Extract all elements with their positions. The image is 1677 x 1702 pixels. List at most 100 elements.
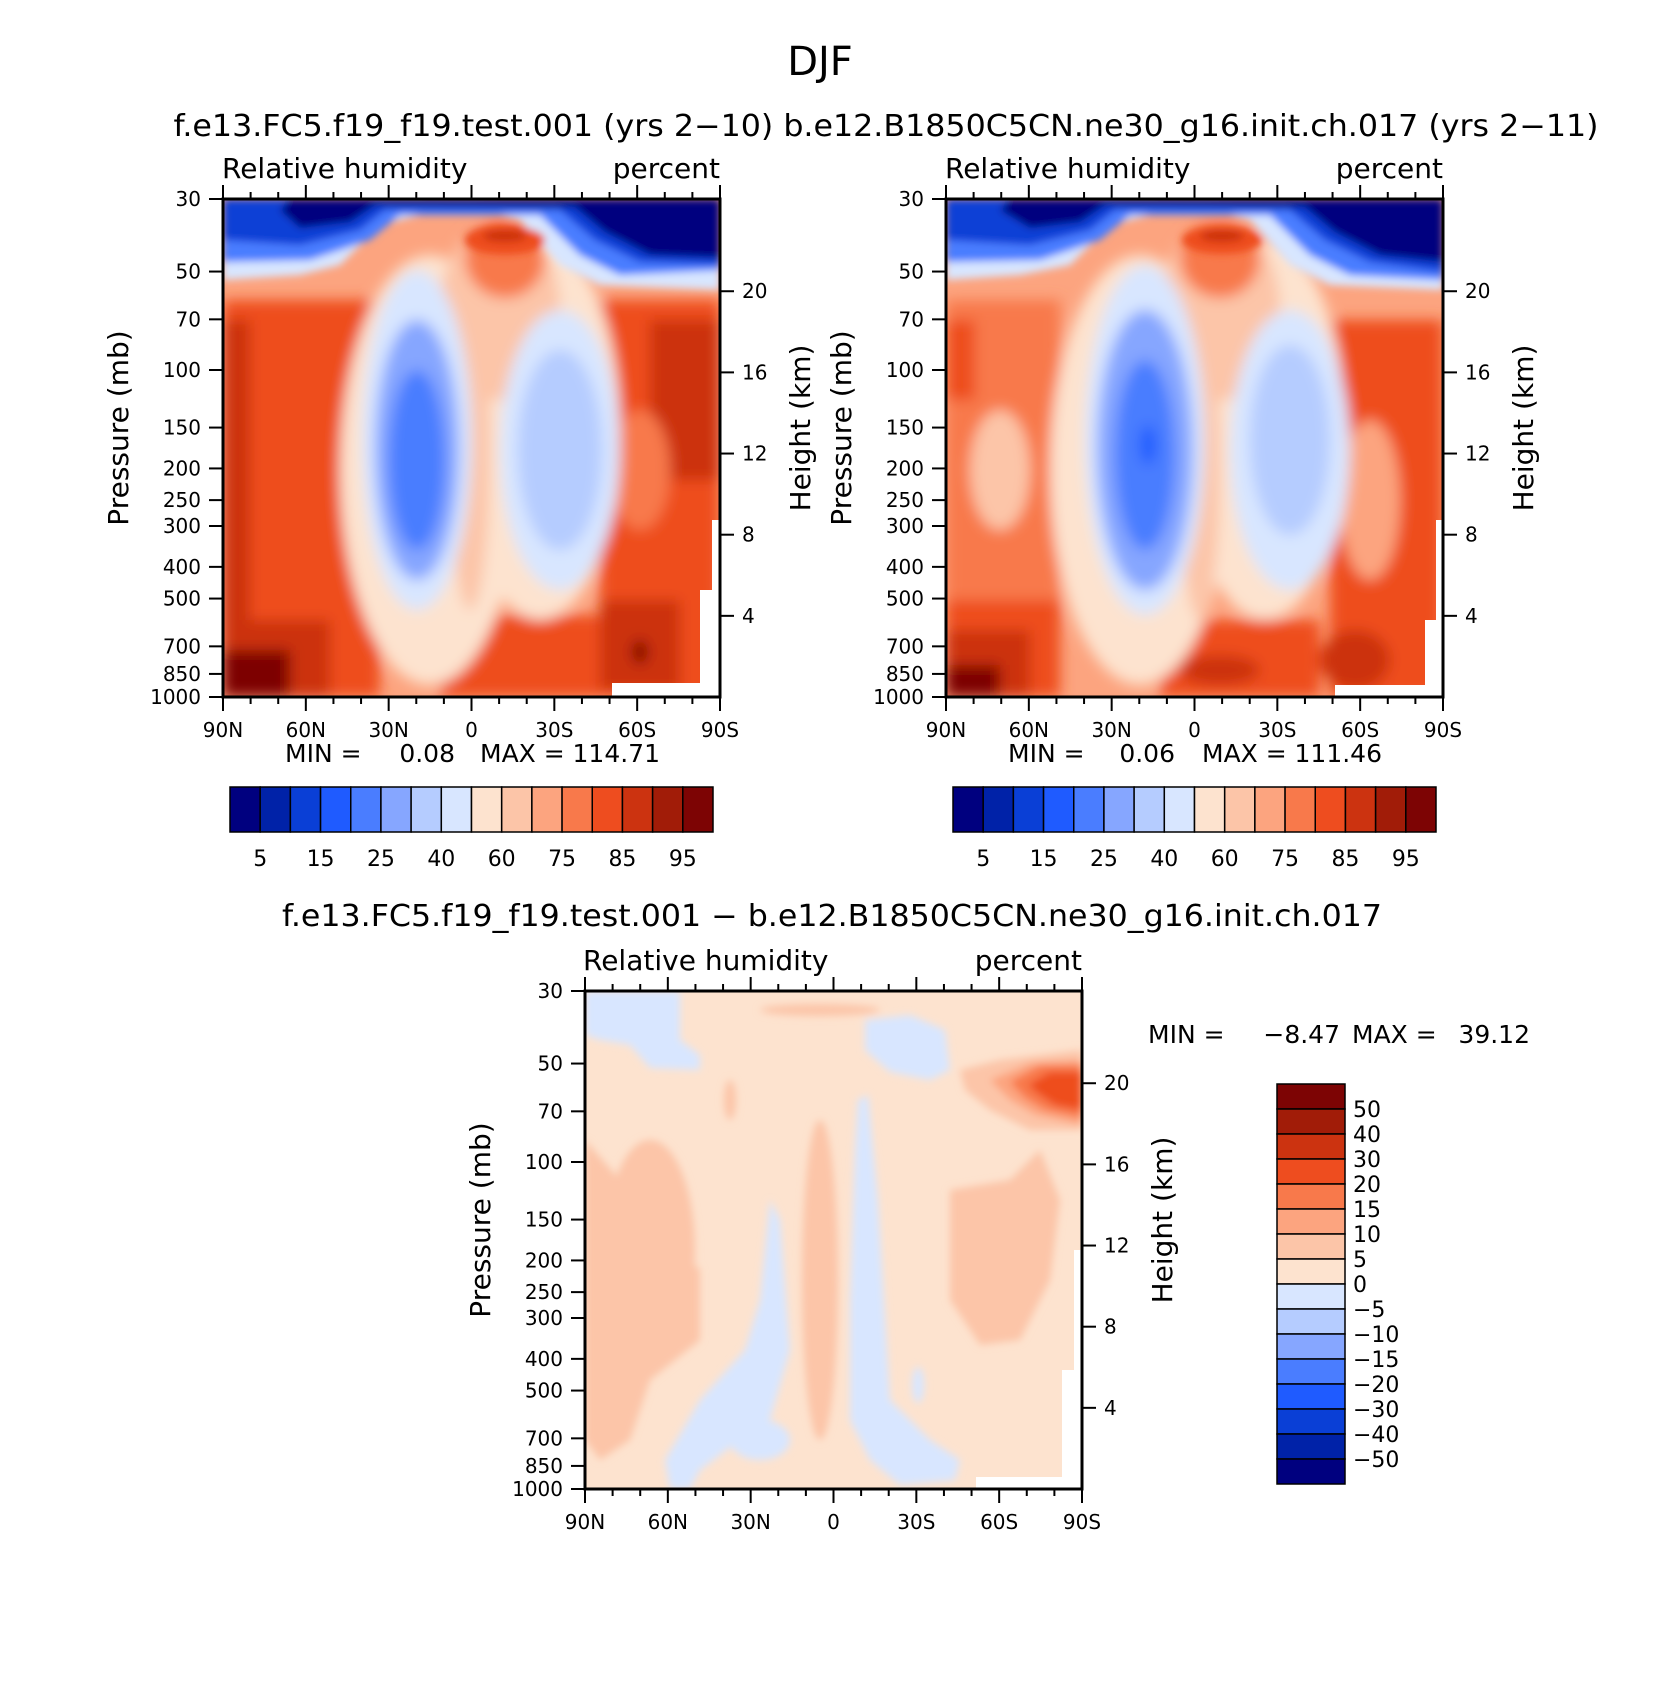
colorbar-box <box>1276 1208 1346 1235</box>
y-axis-title: Pressure (mb) <box>825 330 858 525</box>
x-tick-label: 60N <box>286 718 326 742</box>
min-value: −8.47 <box>1263 1020 1340 1049</box>
y-tick-label: 500 <box>525 1379 563 1403</box>
colorbar-label: 50 <box>1353 1098 1381 1123</box>
y2-tick-label: 4 <box>1104 1396 1117 1420</box>
x-tick-label: 90S <box>701 718 739 742</box>
colorbar-box <box>1276 1308 1346 1335</box>
x-tick-label: 90N <box>926 718 966 742</box>
y-tick-label: 30 <box>176 187 201 211</box>
max-label: MAX = <box>480 739 565 768</box>
y-tick-label: 50 <box>899 260 924 284</box>
panel-variable-label: Relative humidity <box>583 944 828 977</box>
x-tick-label: 60N <box>648 1510 688 1534</box>
colorbar-box <box>1276 1383 1346 1410</box>
colorbar-label: −10 <box>1353 1323 1399 1348</box>
colorbar-box <box>380 786 412 833</box>
x-tick-label: 90N <box>565 1510 605 1534</box>
colorbar-box <box>621 786 654 833</box>
y-tick-label: 150 <box>525 1208 563 1232</box>
y-tick-label: 850 <box>525 1454 563 1478</box>
colorbar-label: 60 <box>488 847 516 872</box>
y2-tick-label: 8 <box>1465 523 1478 547</box>
x-tick-label: 60S <box>1341 718 1379 742</box>
colorbar-box <box>1276 1108 1346 1135</box>
colorbar-label: 85 <box>1331 847 1359 872</box>
y2-axis-title: Height (km) <box>1146 1137 1179 1304</box>
max-label: MAX = <box>1352 1020 1437 1049</box>
colorbar-label: 5 <box>253 847 267 872</box>
y2-tick-label: 20 <box>1104 1071 1129 1095</box>
max-label: MAX = <box>1202 739 1287 768</box>
colorbar-box <box>1276 1333 1346 1360</box>
y2-tick-label: 16 <box>1104 1152 1129 1176</box>
y2-axis-title: Height (km) <box>1507 345 1540 512</box>
panel-variable-label: Relative humidity <box>945 152 1190 185</box>
colorbar-box <box>1223 786 1256 833</box>
colorbar-label: 10 <box>1353 1223 1381 1248</box>
colorbar-label: −40 <box>1353 1423 1399 1448</box>
colorbar-box <box>440 786 473 833</box>
colorbar-box <box>289 786 322 833</box>
colorbar-label: −30 <box>1353 1398 1399 1423</box>
colorbar-box <box>229 786 261 833</box>
colorbar-label: 25 <box>367 847 395 872</box>
y2-tick-label: 16 <box>742 360 767 384</box>
rh-field <box>946 199 1443 697</box>
min-value: 0.08 <box>399 739 455 768</box>
y-tick-label: 400 <box>163 555 201 579</box>
x-tick-label: 90S <box>1063 1510 1101 1534</box>
y2-axis-title: Height (km) <box>784 345 817 512</box>
colorbar-label: 15 <box>307 847 335 872</box>
min-value: 0.06 <box>1119 739 1175 768</box>
y2-tick-label: 12 <box>1104 1234 1129 1258</box>
y-tick-label: 100 <box>163 358 201 382</box>
y-tick-label: 70 <box>538 1099 563 1123</box>
colorbar-box <box>259 786 292 833</box>
y2-tick-label: 4 <box>1465 604 1478 628</box>
colorbar-box <box>1042 786 1075 833</box>
colorbar-label: −20 <box>1353 1373 1399 1398</box>
colorbar-box <box>1374 786 1407 833</box>
y-tick-label: 30 <box>899 187 924 211</box>
rh-difference-field <box>585 991 1082 1489</box>
x-tick-label: 60S <box>618 718 656 742</box>
colorbar-box <box>1133 786 1166 833</box>
colorbar-box <box>1405 786 1437 833</box>
y-tick-label: 700 <box>163 634 201 658</box>
colorbar-label: 20 <box>1353 1173 1381 1198</box>
colorbar-label: 5 <box>976 847 990 872</box>
y-tick-label: 100 <box>886 358 924 382</box>
colorbar-label: 15 <box>1030 847 1058 872</box>
x-tick-label: 30S <box>535 718 573 742</box>
max-value: 114.71 <box>573 739 660 768</box>
y-tick-label: 30 <box>538 979 563 1003</box>
panel-axes: 90N 60N 30N 0 30S 60S 90S 30 50 70 100 150 200 250300… <box>825 185 1540 742</box>
y-tick-label: 500 <box>886 587 924 611</box>
panel-units-label: percent <box>613 152 720 185</box>
y-tick-label: 100 <box>525 1150 563 1174</box>
colorbar-label: 40 <box>427 847 455 872</box>
x-tick-label: 0 <box>465 718 478 742</box>
colorbar-box <box>1344 786 1377 833</box>
panel-test-rh: Relative humidity percent <box>102 152 817 872</box>
colorbar-label: 60 <box>1211 847 1239 872</box>
rh-field <box>223 199 720 697</box>
y-tick-label: 200 <box>525 1248 563 1272</box>
y-tick-label: 200 <box>886 456 924 480</box>
colorbar-box <box>1193 786 1226 833</box>
panel-axes: 90N 60N 30N 0 30S 60S 90S 30 50 70 100 150 200 250300… <box>102 185 817 742</box>
colorbar-box <box>410 786 443 833</box>
min-label: MIN = <box>1008 739 1085 768</box>
y-tick-label: 300 <box>886 514 924 538</box>
colorbar-box <box>1276 1358 1346 1385</box>
colorbar-box <box>982 786 1015 833</box>
y-tick-label: 150 <box>163 416 201 440</box>
colorbar: 5 15 25 40 60 75 85 95 <box>952 786 1437 872</box>
colorbar-box <box>350 786 382 833</box>
max-value: 39.12 <box>1458 1020 1530 1049</box>
x-tick-label: 90N <box>203 718 243 742</box>
y-tick-label: 70 <box>899 307 924 331</box>
y2-tick-label: 8 <box>742 523 755 547</box>
